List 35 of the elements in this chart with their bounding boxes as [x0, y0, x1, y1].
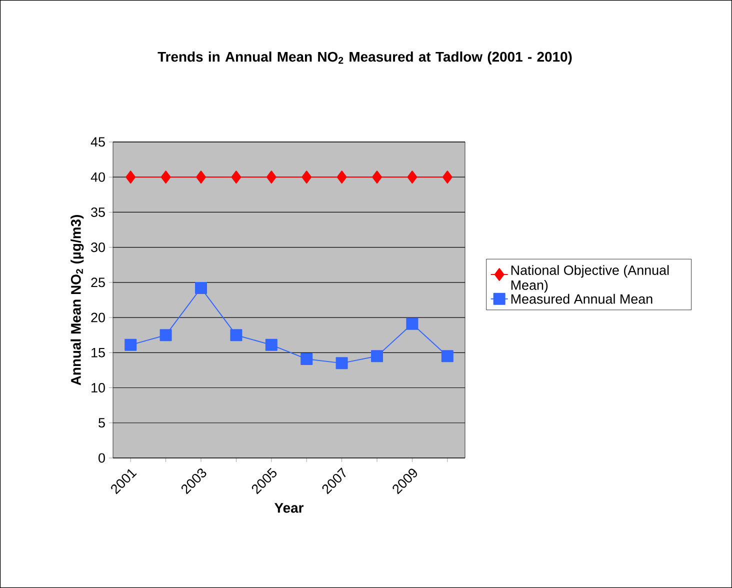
point	[302, 170, 312, 184]
chart-title: Trends in Annual Mean NO$_{2}$ Measured at Tadlow (2001 - 2010)	[158, 51, 572, 64]
point	[265, 338, 278, 351]
y-tick-label: 5	[98, 418, 105, 428]
y-tick-label: 30	[91, 242, 105, 252]
y-tick-label: 15	[92, 348, 105, 358]
point	[231, 170, 242, 184]
y-tick-label: 40	[90, 172, 105, 182]
y-axis-title: Annual Mean NO$_{2}$ (µg/m3)	[70, 215, 84, 386]
y-tick-label: 0	[98, 453, 105, 463]
point	[441, 350, 454, 362]
point	[407, 170, 418, 184]
point	[126, 170, 136, 184]
point	[442, 170, 452, 184]
y-tick-label: 10	[92, 383, 105, 393]
y-tick-label: 45	[90, 137, 105, 147]
point	[336, 357, 348, 370]
y-tick-label: 35	[91, 207, 105, 217]
point	[124, 338, 137, 351]
point	[195, 282, 208, 294]
legend-label: National Objective (Annual Mean)	[511, 265, 669, 293]
point	[230, 329, 242, 342]
point	[266, 170, 276, 184]
point	[336, 170, 347, 184]
point	[372, 170, 382, 184]
point	[160, 329, 172, 342]
point	[196, 170, 206, 184]
point	[406, 318, 418, 330]
point	[371, 350, 384, 362]
point	[300, 352, 313, 365]
y-tick-label: 25	[91, 278, 105, 288]
y-tick-label: 20	[91, 312, 105, 322]
point	[160, 170, 171, 184]
legend-label: Measured Annual Mean	[511, 294, 652, 304]
x-axis-title: Year	[274, 503, 304, 513]
